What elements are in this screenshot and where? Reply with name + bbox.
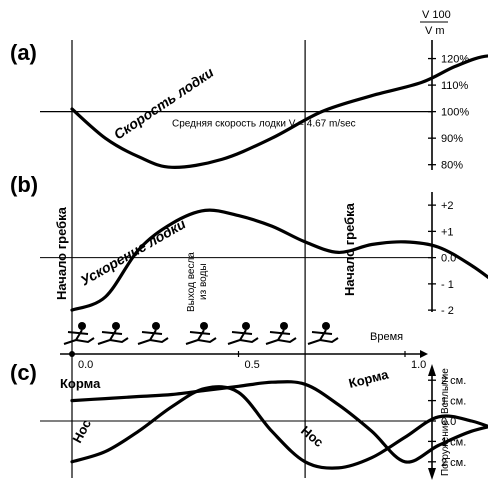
a-tick-label-4: 80% [441,160,463,172]
unit-label-bottom: V m [425,25,445,37]
series-line-boat-acceleration [70,208,488,312]
panel-label-c: (c) [10,360,37,385]
a-tick-label-2: 100% [441,107,469,119]
rower-head [200,322,208,330]
a-tick-label-3: 90% [441,133,463,145]
axis-down-label: Погружение [440,420,451,476]
rower-figure-6 [307,322,339,345]
b-tick-label-0: +2 [441,200,454,212]
rower-figure-2 [137,322,169,345]
time-axis-arrow-icon [420,350,428,358]
rower-body [63,329,95,345]
axis-c-up-arrow-icon [428,364,436,376]
boat-speed-label: Скорость лодки [111,64,217,143]
rower-body [265,329,297,345]
annotation-stroke-start-2: Начало гребка [342,202,357,296]
boat-accel-label: Ускорение лодки [78,215,189,288]
a-tick-label-0: 120% [441,54,469,66]
stern-label-1: Корма [60,376,101,391]
axis-c-down-arrow-icon [428,468,436,480]
rower-head [152,322,160,330]
panel-label-b: (b) [10,172,38,197]
time-tick-label-2: 1.0 [411,359,426,371]
annotation-stroke-start-1: Начало гребка [54,206,69,300]
rower-body [227,329,259,345]
a-tick-label-1: 110% [441,80,469,92]
axis-up-label: Всплытие [440,368,451,414]
rower-figure-0 [63,322,95,345]
panel-label-a: (a) [10,40,37,65]
bow-label-2: Нос [298,423,326,450]
unit-label-top: V 100 [422,9,451,21]
rower-figure-3 [185,322,217,345]
c-tick-label-1: 1 см. [441,396,466,408]
rower-body [97,329,129,345]
stern-label-2: Корма [347,366,390,390]
rower-head [78,322,86,330]
rower-head [280,322,288,330]
rower-figure-4 [227,322,259,345]
rower-body [185,329,217,345]
series-line-bow [70,385,488,470]
annotation-oar-exit-1: Выход весла [186,252,197,312]
rower-figure-1 [97,322,129,345]
mean-speed-label: Средняя скорость лодки V = 4.67 m/sec [172,119,356,130]
b-tick-label-4: - 2 [441,305,454,317]
b-tick-label-1: +1 [441,226,454,238]
rower-head [322,322,330,330]
time-tick-label-0: 0.0 [78,359,93,371]
c-tick-label-0: 2 см. [441,375,466,387]
annotation-oar-exit-2: из воды [198,263,209,300]
series-line-boat-speed [70,54,488,169]
rower-figure-5 [265,322,297,345]
time-tick-label-1: 0.5 [245,359,260,371]
rower-body [137,329,169,345]
series-line-stern [70,380,488,464]
time-axis-title: Время [370,331,403,343]
rower-head [242,322,250,330]
b-tick-label-2: 0.0 [441,253,456,265]
b-tick-label-3: - 1 [441,279,454,291]
c-tick-label-2: 0.0 [441,416,456,428]
c-tick-label-4: 2 см. [441,457,466,469]
rower-head [112,322,120,330]
c-tick-label-3: 1 см. [441,436,466,448]
rower-body [307,329,339,345]
